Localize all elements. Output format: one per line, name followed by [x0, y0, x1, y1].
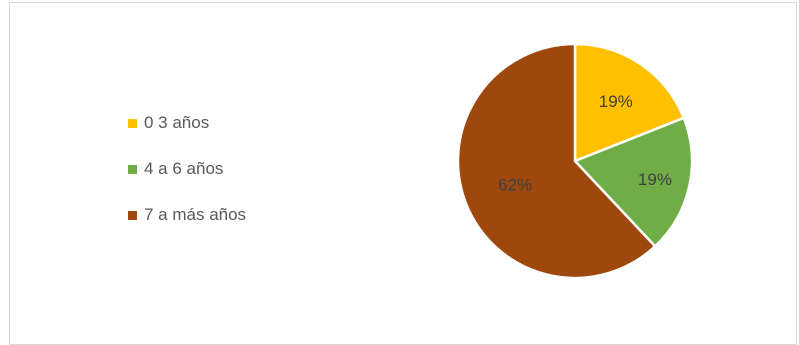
- legend-swatch-7-plus: [128, 210, 137, 220]
- data-label-0-3: 19%: [599, 92, 633, 111]
- pie-data-labels: 19% 19% 62%: [498, 92, 672, 195]
- pie-slice-7-plus: [456, 42, 657, 280]
- legend-item-7-plus: 7 a más años: [128, 203, 246, 227]
- data-label-4-6: 19%: [638, 170, 672, 189]
- legend-item-0-3: 0 3 años: [128, 111, 246, 135]
- legend-label-0-3: 0 3 años: [144, 113, 210, 132]
- pie-slices: [456, 42, 694, 280]
- legend: 0 3 años 4 a 6 años 7 a más años: [128, 111, 246, 249]
- legend-label-4-6: 4 a 6 años: [144, 159, 224, 178]
- legend-swatch-0-3: [128, 118, 137, 128]
- pie-slice-0-3: [573, 42, 686, 163]
- legend-swatch-4-6: [128, 164, 137, 174]
- pie-slice-4-6: [573, 116, 694, 248]
- legend-item-4-6: 4 a 6 años: [128, 157, 246, 181]
- data-label-7-plus: 62%: [498, 176, 532, 195]
- legend-label-7-plus: 7 a más años: [144, 205, 247, 224]
